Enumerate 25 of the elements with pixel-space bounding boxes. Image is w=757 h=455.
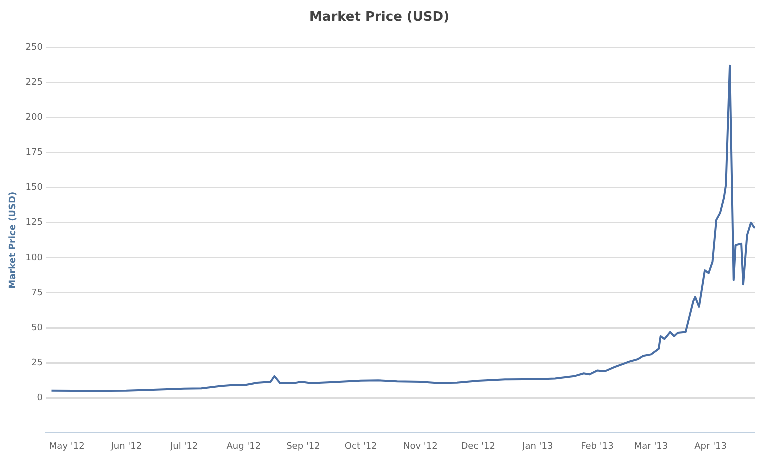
y-tick-label: 225 xyxy=(26,78,43,88)
y-tick-label: 200 xyxy=(26,113,44,124)
x-tick-label: Nov '12 xyxy=(403,442,438,452)
x-tick-label: May '12 xyxy=(49,442,85,452)
x-tick-label: Jan '13 xyxy=(522,442,554,452)
x-tick-label: Sep '12 xyxy=(286,442,320,452)
y-tick-label: 100 xyxy=(26,253,44,264)
y-tick-label: 75 xyxy=(32,288,43,298)
x-tick-label: Mar '13 xyxy=(634,442,668,452)
x-tick-label: Oct '12 xyxy=(344,442,378,452)
x-tick-label: Apr '13 xyxy=(694,442,727,452)
y-tick-label: 50 xyxy=(32,323,44,334)
y-tick-label: 25 xyxy=(32,358,43,368)
y-tick-label: 250 xyxy=(26,42,44,53)
y-tick-label: 125 xyxy=(26,218,43,228)
y-tick-label: 0 xyxy=(37,393,44,404)
x-tick-label: Jun '12 xyxy=(110,442,142,452)
y-tick-label: 175 xyxy=(26,148,43,158)
chart-title: Market Price (USD) xyxy=(309,10,450,26)
y-tick-label: 150 xyxy=(26,183,44,194)
x-tick-label: Feb '13 xyxy=(581,442,614,452)
x-tick-label: Aug '12 xyxy=(226,442,262,452)
x-tick-label: Jul '12 xyxy=(169,442,198,452)
x-tick-label: Dec '12 xyxy=(461,442,496,452)
y-axis-title: Market Price (USD) xyxy=(8,192,19,289)
